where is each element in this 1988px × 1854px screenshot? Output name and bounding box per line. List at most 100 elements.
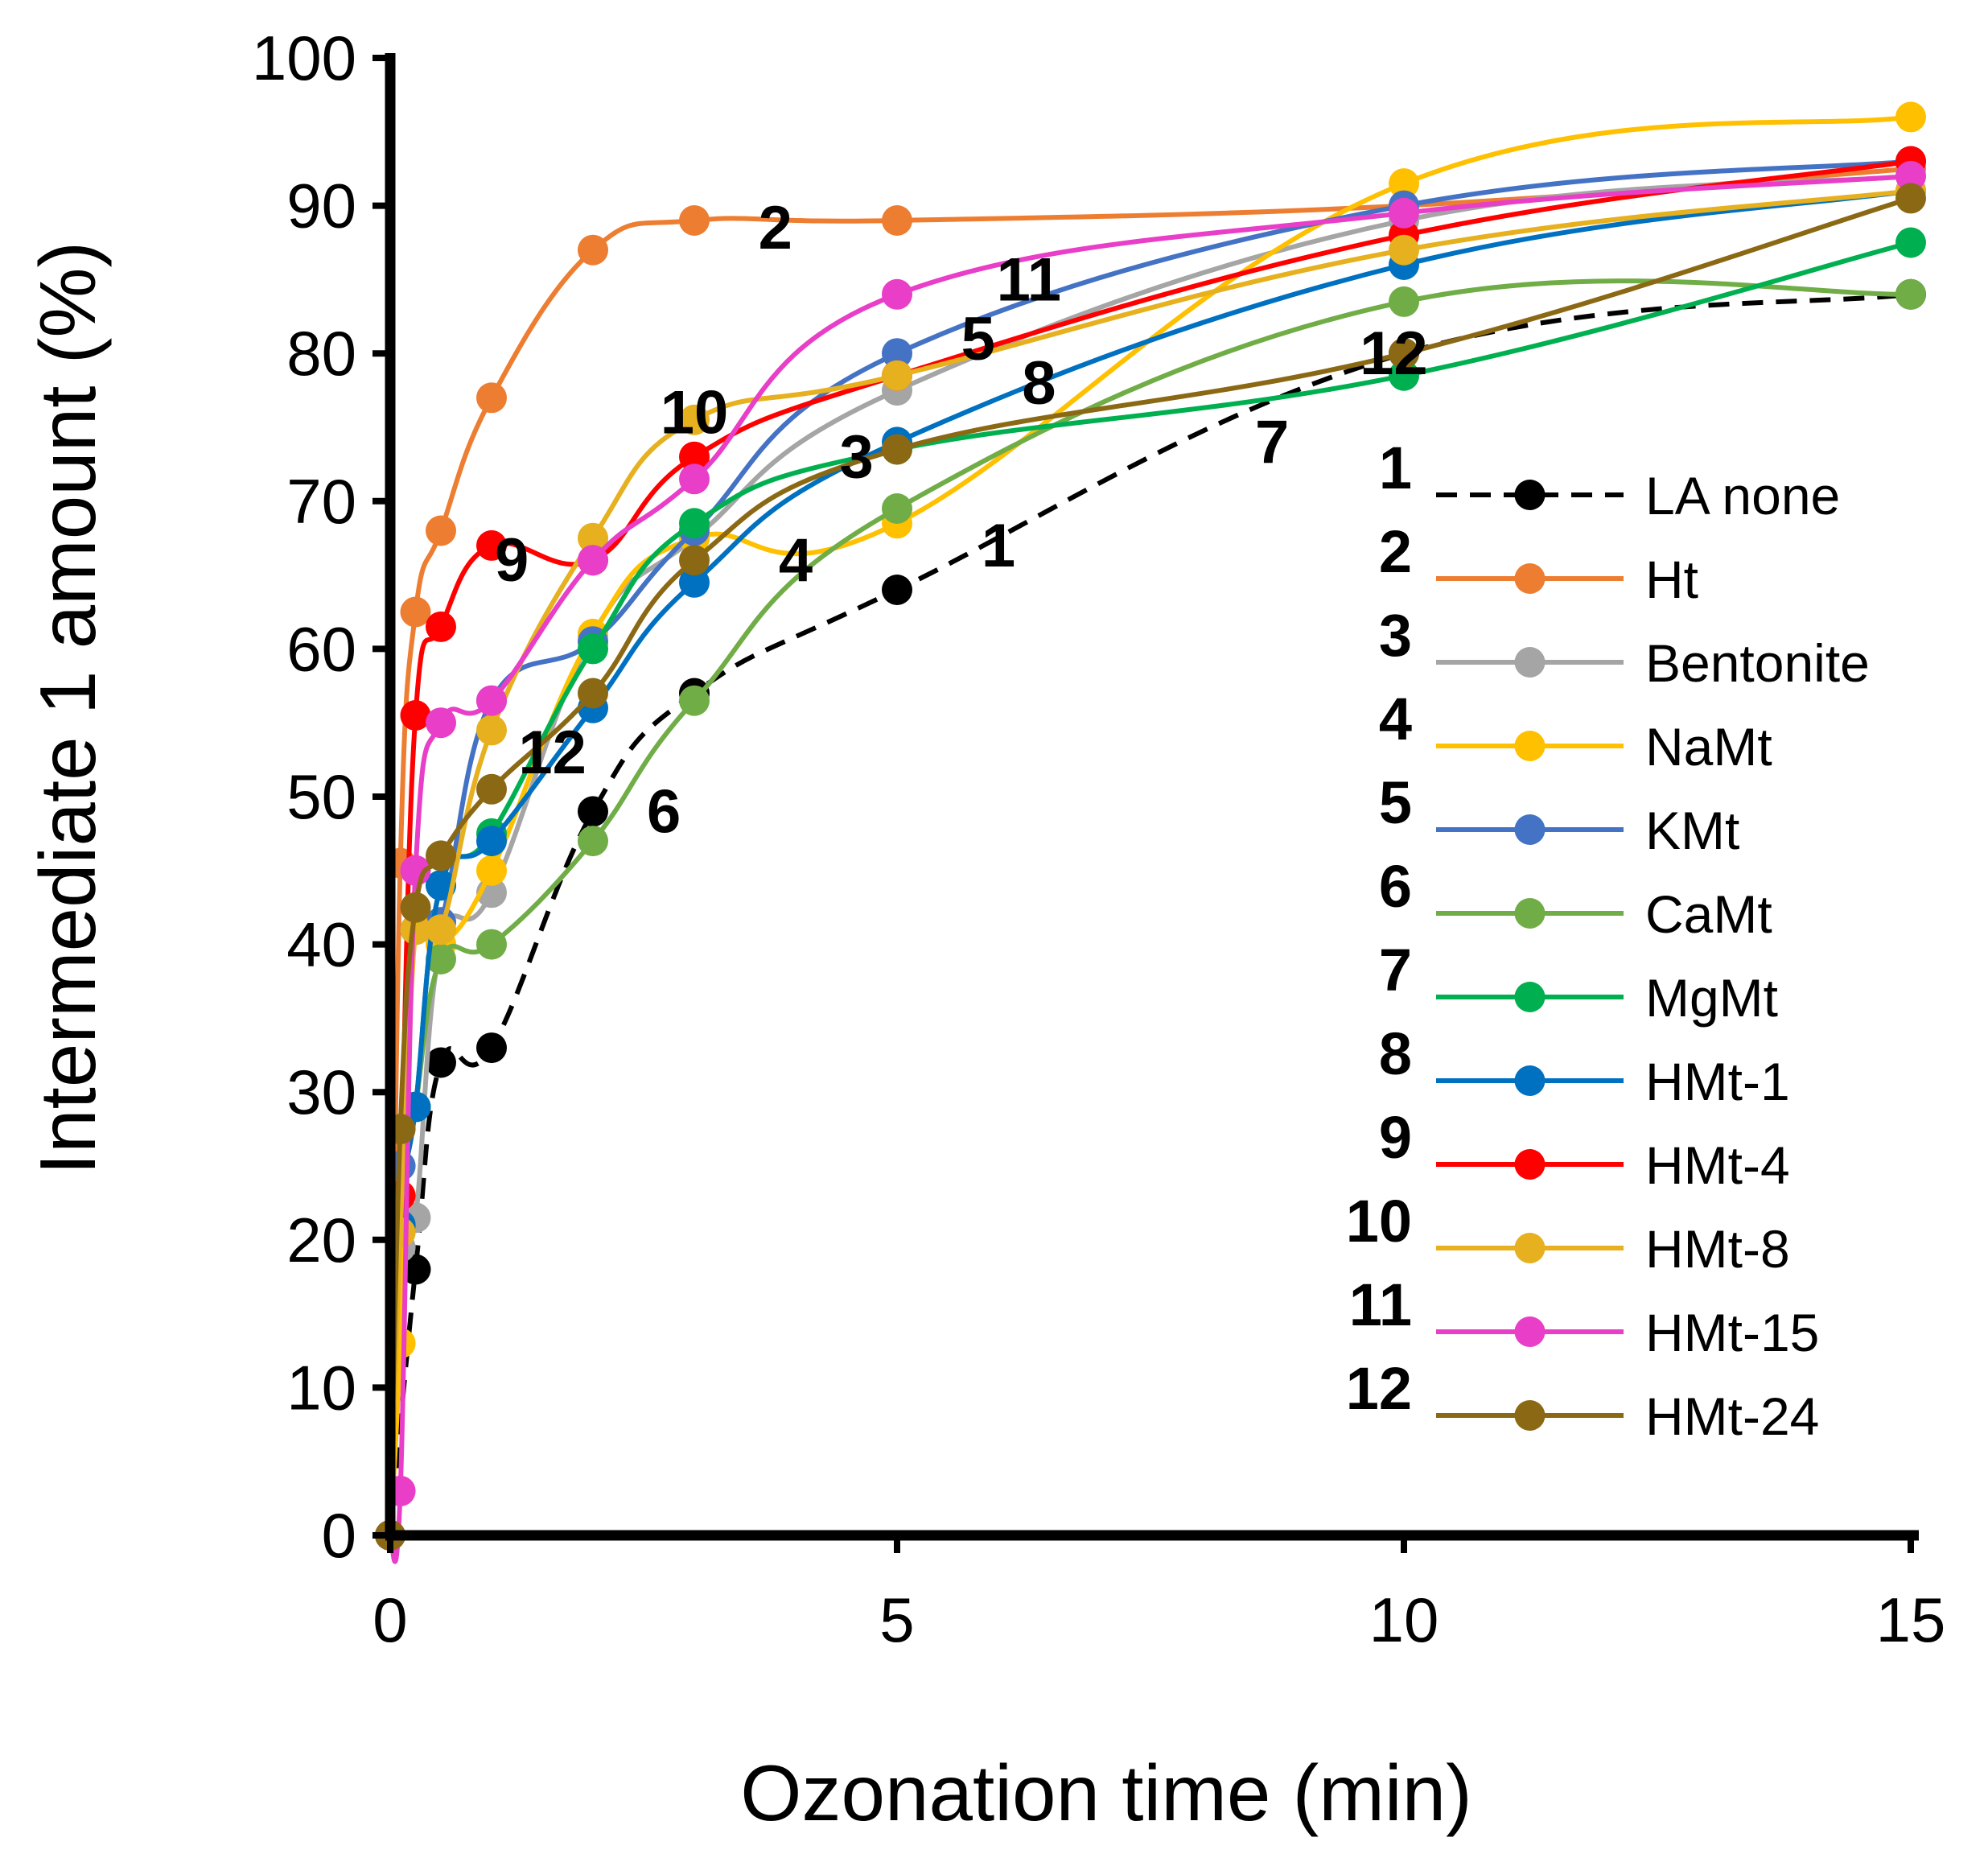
data-point: [476, 1032, 507, 1064]
legend-marker: [1514, 731, 1546, 761]
data-point: [1895, 278, 1926, 310]
legend-label: Ht: [1645, 550, 1698, 609]
data-point: [1389, 286, 1419, 317]
y-tick-label: 90: [286, 171, 356, 241]
y-tick-label: 80: [286, 318, 356, 389]
data-point: [1895, 183, 1926, 214]
data-point: [578, 678, 608, 709]
legend: 1 LA none 2 Ht 3 Bentonite 4 NaMt 5 KMt 6 CaMt 7 MgMt…: [1346, 435, 1870, 1446]
legend-item-hmt-4: 9 HMt-4: [1379, 1104, 1790, 1195]
curve-number-label: 7: [1255, 408, 1289, 476]
data-point: [426, 840, 456, 871]
legend-label: KMt: [1645, 801, 1739, 860]
data-point: [679, 545, 710, 576]
data-point: [476, 929, 507, 960]
legend-number: 9: [1379, 1104, 1412, 1171]
x-tick-label: 15: [1876, 1584, 1946, 1655]
curve-number-label: 9: [495, 526, 529, 595]
data-point: [1895, 160, 1926, 192]
data-point: [426, 1047, 456, 1078]
legend-label: MgMt: [1645, 968, 1778, 1028]
curve-number-label: 10: [661, 379, 729, 447]
data-point: [1895, 227, 1926, 258]
data-point: [679, 404, 710, 435]
legend-label: LA none: [1645, 466, 1840, 525]
x-tick-label: 0: [372, 1584, 407, 1655]
y-tick-label: 30: [286, 1057, 356, 1127]
legend-marker: [1514, 1149, 1546, 1180]
data-point: [426, 515, 456, 546]
data-point: [882, 434, 912, 465]
data-point: [476, 715, 507, 746]
data-point: [578, 522, 608, 554]
data-point: [426, 611, 456, 642]
legend-marker: [1514, 898, 1546, 929]
data-point: [426, 944, 456, 974]
curve-number-label: 6: [647, 777, 681, 846]
data-point: [679, 205, 710, 236]
curve-number-label: 8: [1022, 349, 1056, 418]
y-tick-label: 40: [286, 909, 356, 980]
curve-number-label: 4: [779, 526, 813, 595]
legend-label: NaMt: [1645, 717, 1772, 777]
data-point: [578, 826, 608, 857]
legend-number: 11: [1349, 1271, 1412, 1338]
series-line: [388, 173, 1912, 1564]
x-tick-label: 10: [1369, 1584, 1439, 1655]
legend-item-la-none: 1 LA none: [1379, 435, 1840, 525]
legend-item-hmt-8: 10 HMt-8: [1346, 1188, 1790, 1279]
y-tick-label: 20: [286, 1205, 356, 1275]
legend-item-bentonite: 3 Bentonite: [1379, 602, 1870, 693]
legend-marker: [1514, 1316, 1546, 1347]
data-point: [679, 508, 710, 539]
y-tick-label: 60: [286, 613, 356, 684]
legend-number: 1: [1379, 435, 1412, 501]
legend-number: 3: [1379, 602, 1412, 669]
legend-item-hmt-15: 11 HMt-15: [1349, 1271, 1820, 1362]
legend-number: 6: [1379, 853, 1412, 920]
legend-number: 8: [1379, 1020, 1412, 1087]
legend-marker: [1514, 1400, 1546, 1431]
data-point: [400, 892, 431, 923]
curve-number-label: 3: [839, 423, 873, 492]
data-point: [578, 796, 608, 827]
data-point: [882, 493, 912, 524]
curve-number-label: 2: [759, 194, 792, 262]
legend-label: Bentonite: [1645, 633, 1870, 693]
curve-number-label: 11: [997, 245, 1061, 314]
data-point: [679, 441, 710, 472]
legend-marker: [1514, 1065, 1546, 1096]
plot-area: [375, 101, 1926, 1564]
legend-label: HMt-24: [1645, 1386, 1819, 1446]
y-tick-label: 0: [322, 1500, 356, 1571]
curve-number-label: 5: [961, 305, 995, 373]
data-point: [679, 464, 710, 495]
data-point: [679, 685, 710, 716]
legend-marker: [1514, 647, 1546, 678]
legend-marker: [1514, 982, 1546, 1012]
data-point: [476, 685, 507, 716]
legend-marker: [1514, 1233, 1546, 1263]
data-point: [1389, 338, 1419, 369]
x-axis-title: Ozonation time (min): [740, 1749, 1472, 1837]
legend-label: HMt-1: [1645, 1052, 1790, 1111]
legend-number: 12: [1346, 1355, 1412, 1422]
data-point: [882, 205, 912, 236]
series-line: [388, 291, 1912, 1536]
legend-label: HMt-8: [1645, 1219, 1790, 1279]
y-tick-label: 100: [252, 23, 356, 93]
y-tick-label: 70: [286, 466, 356, 537]
data-point: [476, 855, 507, 886]
legend-marker: [1514, 563, 1546, 594]
data-point: [476, 529, 507, 561]
legend-number: 10: [1346, 1188, 1412, 1255]
data-point: [1389, 197, 1419, 229]
data-point: [476, 773, 507, 805]
data-point: [1389, 168, 1419, 200]
x-tick-label: 5: [879, 1584, 914, 1655]
data-point: [426, 914, 456, 946]
data-point: [578, 234, 608, 266]
legend-marker: [1514, 814, 1546, 845]
